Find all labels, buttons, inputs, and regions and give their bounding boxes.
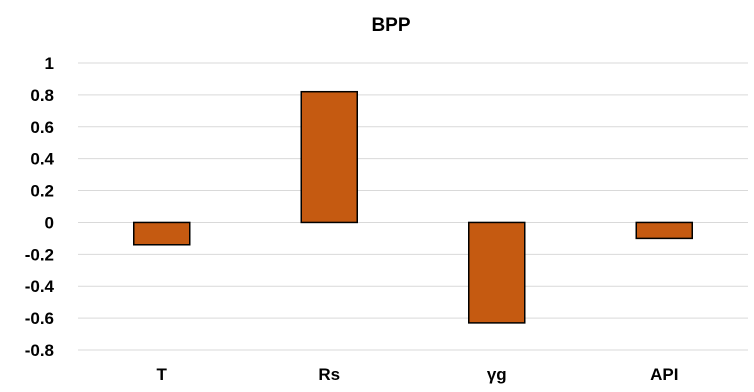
y-tick-label: 0.6 <box>30 118 54 137</box>
chart-title: BPP <box>371 15 410 36</box>
y-tick-label: -0.6 <box>25 309 54 328</box>
x-category-label: Rs <box>318 365 340 384</box>
y-tick-label: 0.4 <box>30 150 54 169</box>
y-tick-label: 0.2 <box>30 182 54 201</box>
y-tick-label: 0 <box>45 213 54 232</box>
y-axis-tick-labels: 1 0.8 0.6 0.4 0.2 0 -0.2 -0.4 -0.6 -0.8 <box>25 54 55 360</box>
y-tick-label: -0.2 <box>25 245 54 264</box>
bar-3 <box>635 221 693 240</box>
bars <box>133 90 693 324</box>
bar-2 <box>468 221 526 324</box>
y-tick-label: -0.4 <box>25 277 55 296</box>
x-category-label: γg <box>487 365 507 384</box>
y-tick-label: -0.8 <box>25 341 54 360</box>
y-tick-label: 1 <box>45 54 54 73</box>
bar-0 <box>133 221 191 246</box>
y-tick-label: 0.8 <box>30 86 54 105</box>
x-axis-category-labels: T Rs γg API <box>157 365 679 384</box>
gridlines <box>78 62 748 351</box>
x-category-label: API <box>650 365 678 384</box>
bar-1 <box>300 90 358 224</box>
x-category-label: T <box>157 365 168 384</box>
